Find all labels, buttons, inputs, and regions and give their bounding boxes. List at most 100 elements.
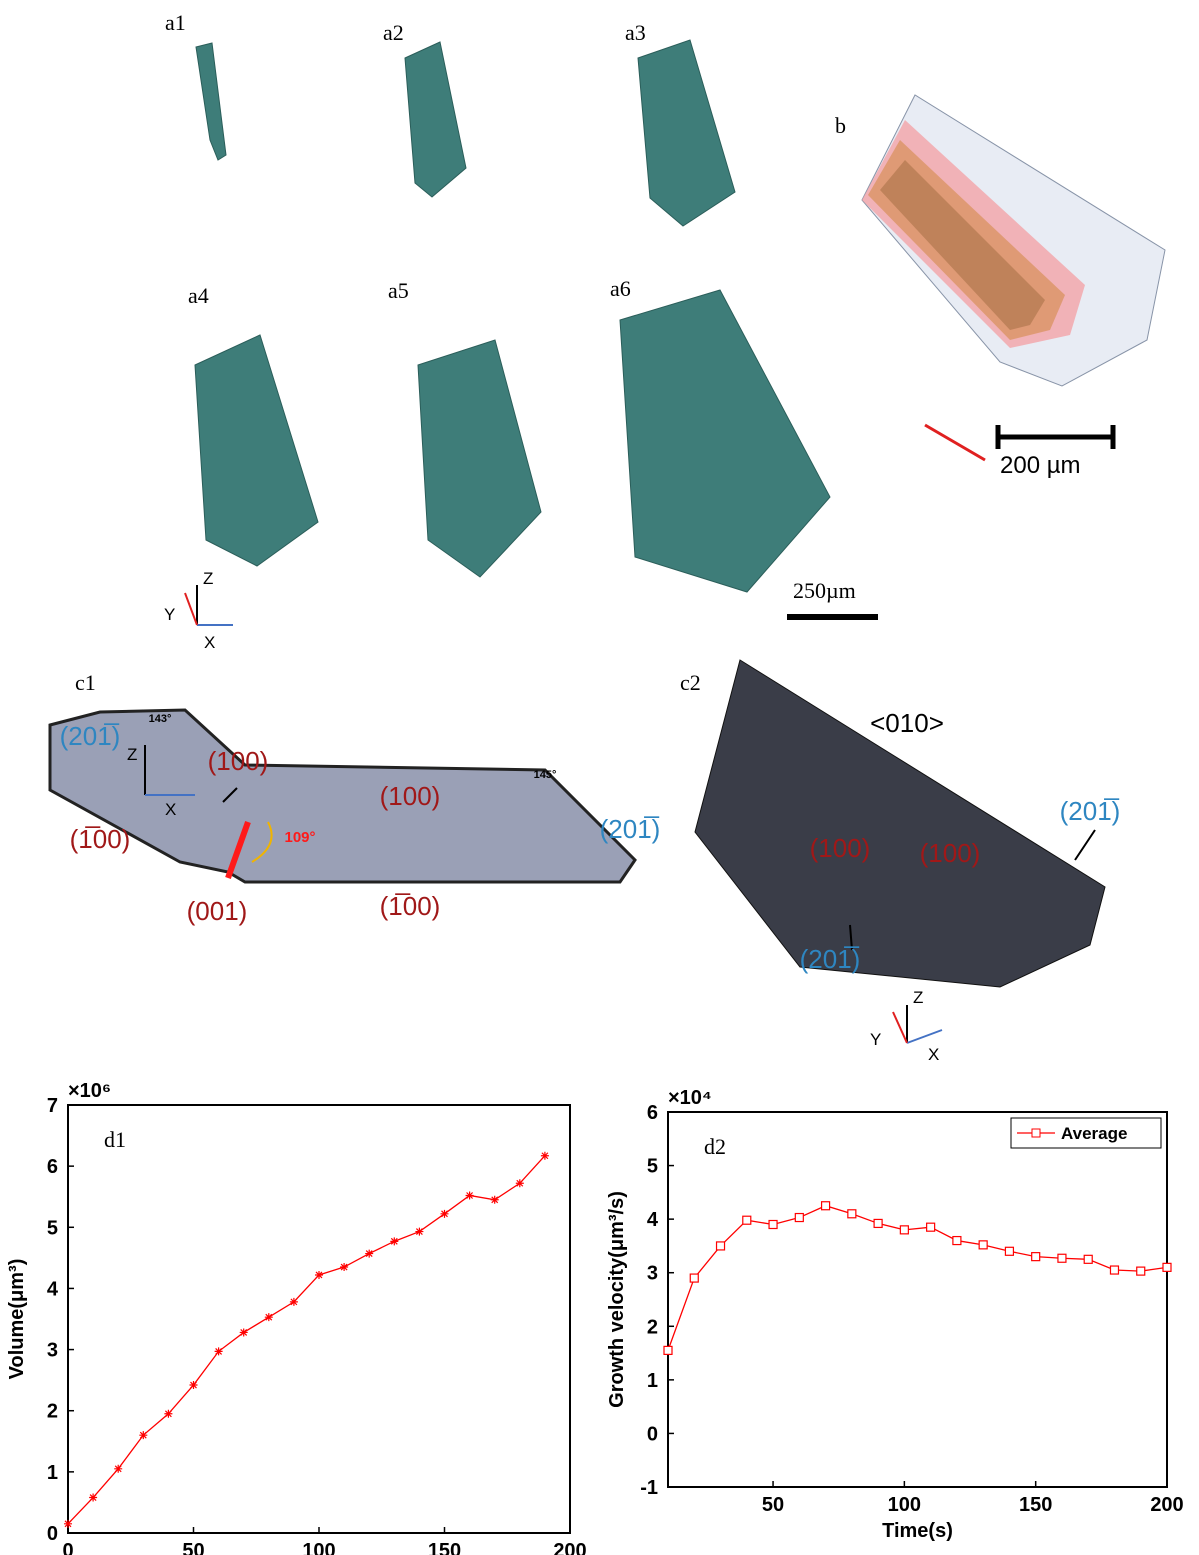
axis-label: Z (913, 988, 923, 1007)
marker (1137, 1267, 1145, 1275)
marker (390, 1237, 398, 1245)
marker (466, 1191, 474, 1199)
angle-label: 143° (149, 713, 172, 725)
y-tick-label: 0 (647, 1423, 658, 1445)
crystal-renderings (195, 40, 830, 592)
panel-label: b (835, 113, 846, 138)
legend-marker (1032, 1129, 1040, 1137)
marker (190, 1381, 198, 1389)
scale-label: 250µm (793, 578, 856, 603)
marker (1084, 1255, 1092, 1263)
arrow (925, 425, 985, 460)
marker (822, 1202, 830, 1210)
marker (365, 1250, 373, 1258)
face-label: (201̅) (60, 721, 121, 751)
y-tick-label: 3 (647, 1263, 658, 1285)
panel-label: a5 (388, 278, 409, 303)
marker (340, 1263, 348, 1271)
x-tick-label: 150 (428, 1540, 461, 1555)
scale-bar-b (998, 425, 1113, 449)
marker (1163, 1263, 1171, 1271)
marker (415, 1228, 423, 1236)
y-tick-label: -1 (640, 1477, 658, 1499)
legend-label: Average (1061, 1124, 1127, 1143)
scale-label: 200 µm (1000, 452, 1081, 479)
x-tick-label: 150 (1019, 1494, 1052, 1516)
marker (927, 1223, 935, 1231)
y-tick-label: 2 (47, 1401, 58, 1423)
x-tick-label: 100 (888, 1494, 921, 1516)
panel-label: a2 (383, 20, 404, 45)
crystal-a1 (196, 43, 226, 160)
face-label: (1̅00) (70, 824, 131, 854)
marker (979, 1241, 987, 1249)
face-label: (100) (920, 838, 981, 868)
y-axis-label: Volume(μm³) (6, 1259, 28, 1380)
page: a1 a2 a3 a4 a5 a6 b c1 c2 250µm 200 µm Z… (0, 0, 1199, 1555)
x-tick-label: 200 (1150, 1494, 1183, 1516)
face-label: (201̅) (1060, 796, 1121, 826)
marker (1058, 1254, 1066, 1262)
crystal-a6 (620, 290, 830, 592)
face-label: (1̅00) (380, 891, 441, 921)
y-tick-label: 4 (47, 1278, 59, 1300)
marker (441, 1210, 449, 1218)
axis-label: X (928, 1045, 939, 1064)
panel-label: d2 (704, 1134, 726, 1159)
x-tick-label: 50 (182, 1540, 204, 1555)
plot-frame (68, 1105, 570, 1533)
panel-label: d1 (104, 1127, 126, 1152)
y-tick-label: 5 (47, 1217, 58, 1239)
marker (64, 1520, 72, 1528)
marker (664, 1346, 672, 1354)
y-axis-label: Growth velocity(μm³/s) (606, 1191, 628, 1408)
marker (139, 1431, 147, 1439)
marker (315, 1271, 323, 1279)
direction-label: <010> (870, 708, 944, 738)
marker (114, 1465, 122, 1473)
axis-label: Z (127, 745, 137, 764)
marker (491, 1196, 499, 1204)
y-tick-label: 1 (47, 1462, 58, 1484)
crystal-a3 (638, 40, 735, 226)
marker (89, 1494, 97, 1502)
marker (265, 1313, 273, 1321)
axis-label: Y (164, 605, 175, 624)
crystal-a5 (418, 340, 541, 577)
panel-label: c2 (680, 670, 701, 695)
angle-label: 109° (284, 829, 315, 846)
marker (1110, 1266, 1118, 1274)
marker (1005, 1247, 1013, 1255)
face-label: (201̅) (600, 814, 661, 844)
y-tick-label: 7 (47, 1095, 58, 1117)
axis-label: X (165, 800, 176, 819)
marker (240, 1328, 248, 1336)
y-multiplier: ×10⁴ (668, 1087, 712, 1109)
y-tick-label: 6 (647, 1102, 658, 1124)
figure: a1 a2 a3 a4 a5 a6 b c1 c2 250µm 200 µm Z… (0, 0, 1199, 1555)
marker (953, 1237, 961, 1245)
face-label: (100) (810, 833, 871, 863)
panel-label: a1 (165, 10, 186, 35)
marker (848, 1210, 856, 1218)
x-axis-label: Time(s) (882, 1520, 953, 1542)
y-tick-label: 6 (47, 1156, 58, 1178)
marker (874, 1219, 882, 1227)
panel-label: a3 (625, 20, 646, 45)
y-tick-label: 5 (647, 1156, 658, 1178)
y-tick-label: 4 (647, 1209, 659, 1231)
axis-label: Y (870, 1030, 881, 1049)
x-tick-label: 50 (762, 1494, 784, 1516)
crystal-a4 (195, 335, 318, 566)
face-label: (100) (208, 746, 269, 776)
axis-label: Z (203, 569, 213, 588)
x-tick-label: 100 (302, 1540, 335, 1555)
angle-label: 145° (534, 769, 557, 781)
marker (795, 1214, 803, 1222)
y-tick-label: 0 (47, 1523, 58, 1545)
face-label: (100) (380, 781, 441, 811)
marker (717, 1242, 725, 1250)
face-label: (201̅) (800, 944, 861, 974)
panel-label: c1 (75, 670, 96, 695)
face-label: (001) (187, 896, 248, 926)
